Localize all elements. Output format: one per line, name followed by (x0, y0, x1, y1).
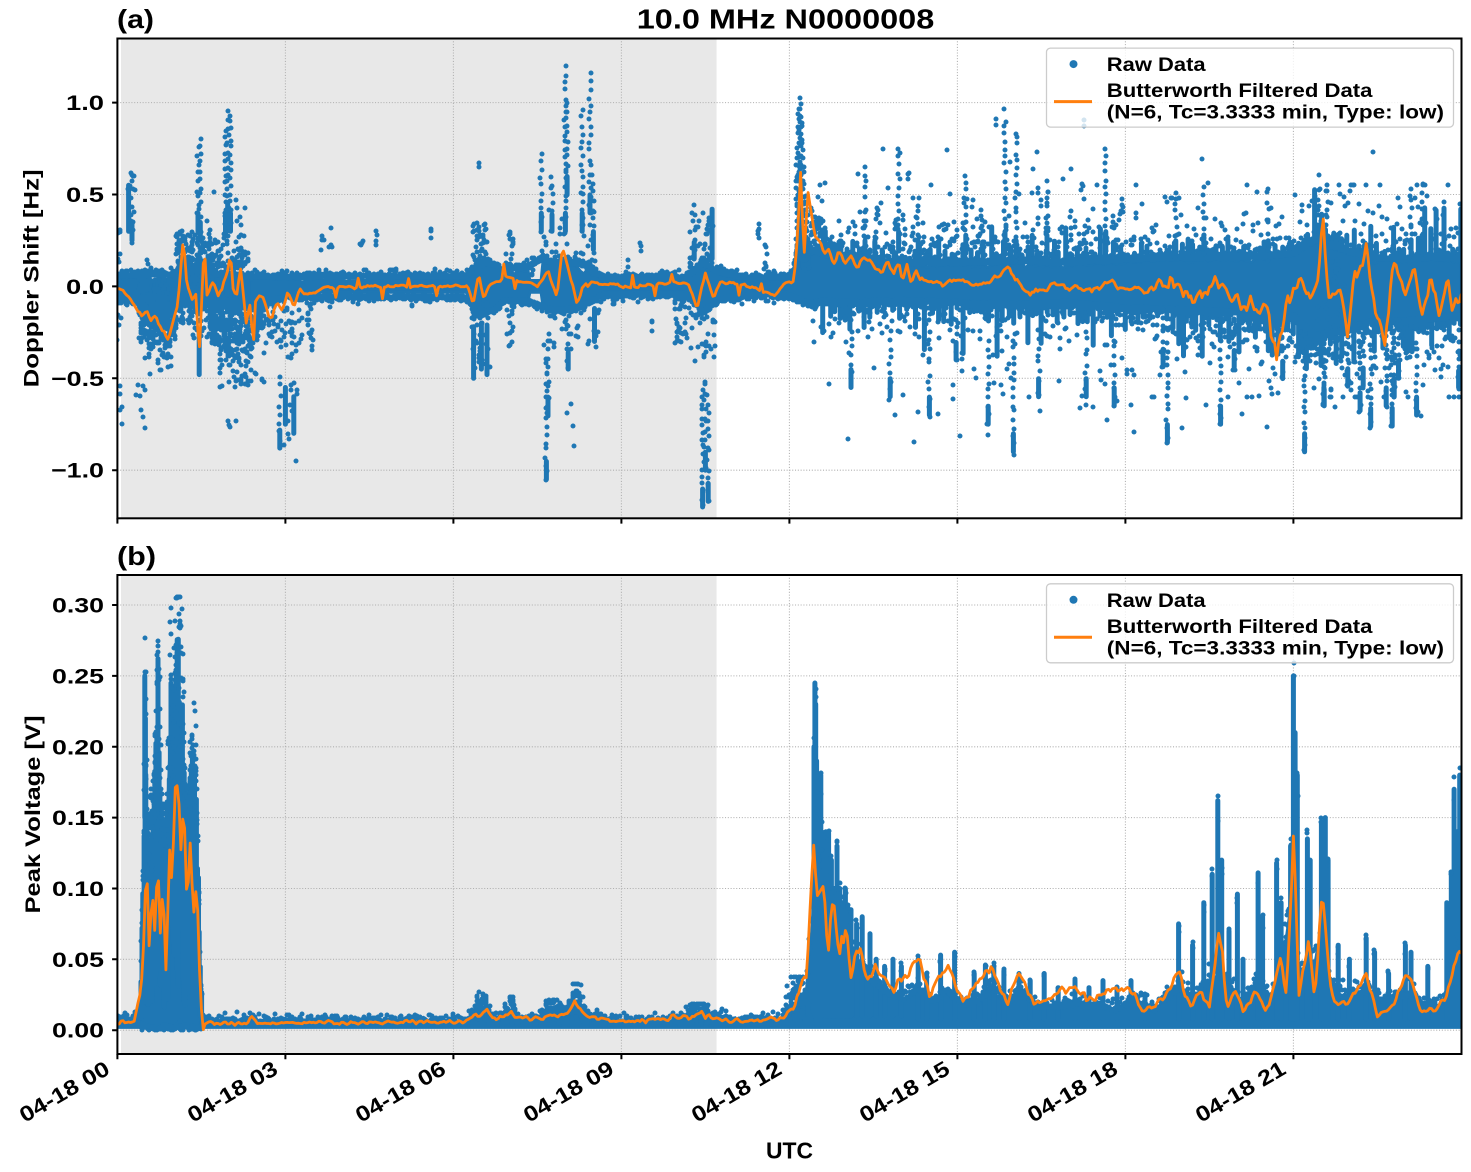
svg-text:(b): (b) (117, 541, 156, 571)
svg-text:UTC: UTC (766, 1138, 813, 1164)
svg-text:−0.5: −0.5 (51, 367, 104, 391)
svg-text:Peak Voltage [V]: Peak Voltage [V] (21, 716, 45, 914)
svg-text:0.30: 0.30 (52, 594, 104, 618)
svg-text:10.0 MHz N0000008: 10.0 MHz N0000008 (637, 4, 935, 35)
svg-text:0.0: 0.0 (66, 275, 104, 299)
svg-text:(N=6, Tc=3.3333 min, Type: low: (N=6, Tc=3.3333 min, Type: low) (1107, 638, 1444, 659)
svg-text:(N=6, Tc=3.3333 min, Type: low: (N=6, Tc=3.3333 min, Type: low) (1107, 103, 1444, 124)
svg-text:−1.0: −1.0 (51, 459, 104, 483)
svg-text:Butterworth Filtered Data: Butterworth Filtered Data (1107, 81, 1373, 102)
svg-text:(a): (a) (117, 4, 154, 34)
svg-text:Raw Data: Raw Data (1107, 591, 1206, 612)
svg-text:1.0: 1.0 (66, 91, 104, 115)
svg-text:0.00: 0.00 (52, 1019, 104, 1043)
svg-text:0.15: 0.15 (52, 806, 104, 830)
svg-text:0.25: 0.25 (52, 664, 104, 688)
svg-text:0.5: 0.5 (66, 183, 104, 207)
svg-text:0.10: 0.10 (52, 877, 104, 901)
svg-text:Raw Data: Raw Data (1107, 55, 1206, 76)
svg-text:0.05: 0.05 (52, 948, 104, 972)
svg-text:Butterworth Filtered Data: Butterworth Filtered Data (1107, 617, 1373, 638)
svg-text:0.20: 0.20 (52, 735, 104, 759)
svg-text:Doppler Shift [Hz]: Doppler Shift [Hz] (20, 169, 44, 387)
